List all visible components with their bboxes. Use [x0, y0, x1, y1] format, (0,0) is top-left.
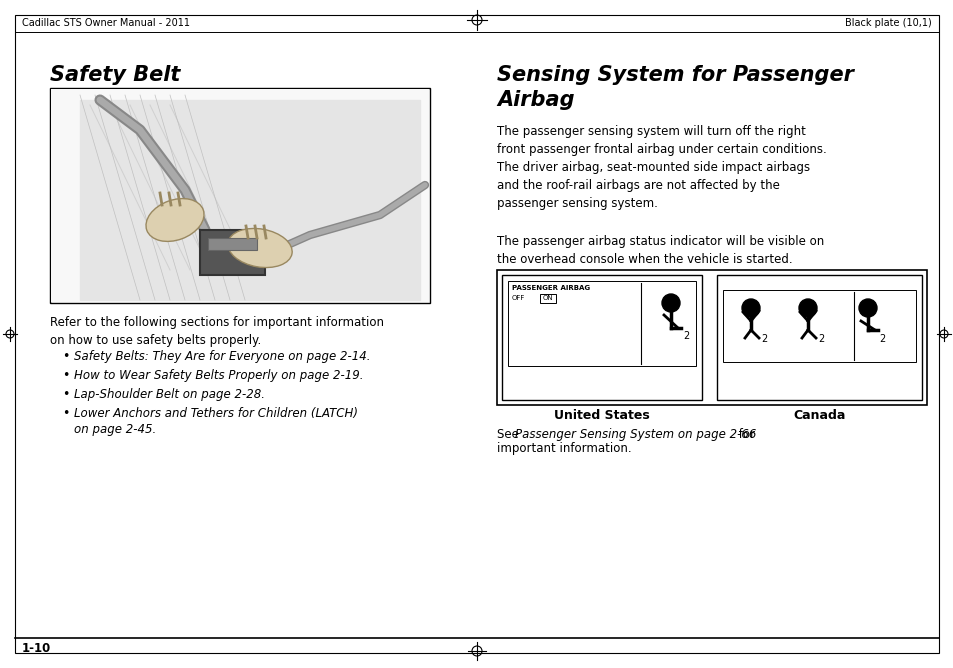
Text: 1-10: 1-10	[22, 641, 51, 655]
Polygon shape	[80, 100, 419, 300]
Text: Canada: Canada	[793, 409, 844, 422]
Text: Refer to the following sections for important information
on how to use safety b: Refer to the following sections for impo…	[50, 316, 384, 347]
Circle shape	[799, 299, 816, 317]
Text: Sensing System for Passenger: Sensing System for Passenger	[497, 65, 853, 85]
Text: •: •	[62, 407, 70, 420]
Bar	[51, 89, 429, 302]
Text: The passenger airbag status indicator will be visible on
the overhead console wh: The passenger airbag status indicator wi…	[497, 235, 823, 266]
Bar	[501, 275, 701, 400]
Circle shape	[741, 299, 760, 317]
Bar	[497, 270, 926, 405]
Text: United States: United States	[554, 409, 649, 422]
Bar	[208, 238, 256, 250]
Text: Passenger Sensing System on page 2-66: Passenger Sensing System on page 2-66	[515, 428, 756, 441]
Text: •: •	[62, 369, 70, 382]
Text: ON: ON	[542, 295, 553, 301]
Text: How to Wear Safety Belts Properly on page 2-19.: How to Wear Safety Belts Properly on pag…	[74, 369, 363, 382]
Text: 2: 2	[878, 334, 884, 344]
Ellipse shape	[146, 198, 204, 241]
Text: on page 2-45.: on page 2-45.	[74, 423, 156, 436]
Text: 2: 2	[760, 334, 766, 344]
Text: Lap-Shoulder Belt on page 2-28.: Lap-Shoulder Belt on page 2-28.	[74, 388, 265, 401]
Text: PASSENGER AIRBAG: PASSENGER AIRBAG	[512, 285, 590, 291]
Text: for: for	[734, 428, 754, 441]
Text: Cadillac STS Owner Manual - 2011: Cadillac STS Owner Manual - 2011	[22, 18, 190, 28]
Text: Lower Anchors and Tethers for Children (LATCH): Lower Anchors and Tethers for Children (…	[74, 407, 357, 420]
Text: OFF: OFF	[512, 295, 525, 301]
Text: •: •	[62, 388, 70, 401]
Text: The passenger sensing system will turn off the right
front passenger frontal air: The passenger sensing system will turn o…	[497, 125, 826, 210]
Bar	[200, 230, 265, 275]
Bar	[722, 290, 915, 362]
Ellipse shape	[228, 228, 292, 268]
Bar	[507, 281, 696, 366]
Text: 2: 2	[817, 334, 823, 344]
Text: Safety Belts: They Are for Everyone on page 2-14.: Safety Belts: They Are for Everyone on p…	[74, 350, 370, 363]
Circle shape	[661, 294, 679, 312]
Text: Safety Belt: Safety Belt	[50, 65, 180, 85]
Text: Airbag: Airbag	[497, 90, 574, 110]
Bar	[717, 275, 921, 400]
Text: •: •	[62, 350, 70, 363]
Bar	[539, 294, 556, 303]
Text: 2: 2	[682, 331, 688, 341]
Text: important information.: important information.	[497, 442, 631, 455]
Circle shape	[858, 299, 876, 317]
Text: Black plate (10,1): Black plate (10,1)	[844, 18, 931, 28]
Text: See: See	[497, 428, 522, 441]
Bar	[50, 88, 430, 303]
